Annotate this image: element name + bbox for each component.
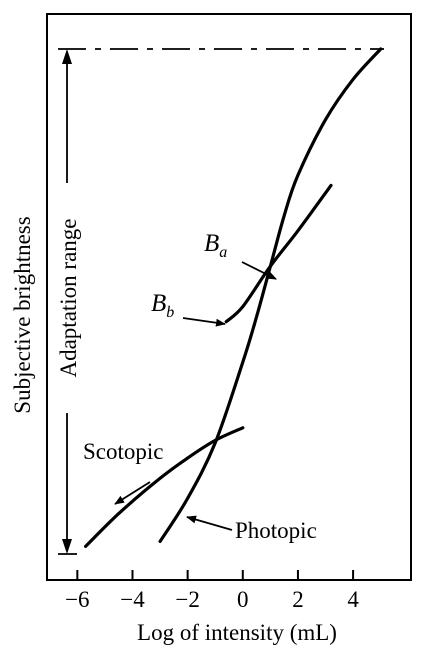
adaptation-range-label: Adaptation range bbox=[56, 218, 81, 377]
x-tick-label: −6 bbox=[65, 587, 89, 612]
photopic-curve bbox=[158, 47, 383, 543]
adaptation-arrow-top-head bbox=[62, 49, 72, 64]
bb-label-subscript: b bbox=[166, 304, 174, 321]
x-tick-label: −2 bbox=[175, 587, 199, 612]
ba-label-letter: B bbox=[204, 230, 219, 257]
ba-label-subscript: a bbox=[219, 244, 227, 261]
ba-label: Ba bbox=[204, 230, 227, 261]
bb-label: Bb bbox=[151, 290, 174, 321]
photopic-label: Photopic bbox=[235, 518, 317, 543]
x-tick-label: 0 bbox=[237, 587, 249, 612]
adaptation-label-gap bbox=[55, 183, 79, 413]
bb-arrow bbox=[182, 317, 226, 327]
scotopic-label: Scotopic bbox=[83, 439, 164, 464]
y-axis-title: Subjective brightness bbox=[10, 216, 35, 413]
ba-arrow bbox=[241, 261, 277, 280]
scotopic-arrow bbox=[114, 481, 151, 505]
photopic-arrow bbox=[186, 515, 233, 531]
scotopic-curve bbox=[84, 426, 245, 548]
brightness-bb-curve bbox=[224, 183, 333, 324]
x-tick-label: 4 bbox=[347, 587, 359, 612]
bb-label-letter: B bbox=[151, 290, 166, 317]
x-axis-ticks: −6 −4 −2 0 2 4 bbox=[65, 570, 359, 612]
adaptation-arrow-bottom-head bbox=[62, 539, 72, 554]
x-tick-label: 2 bbox=[292, 587, 304, 612]
plot-frame bbox=[46, 13, 412, 581]
x-tick-label: −4 bbox=[120, 587, 145, 612]
x-axis-title: Log of intensity (mL) bbox=[137, 620, 337, 645]
